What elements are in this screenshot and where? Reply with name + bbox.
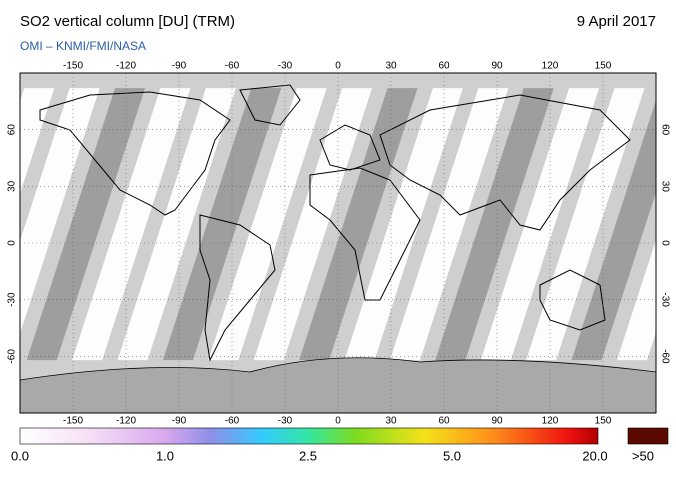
swath: [526, 88, 645, 361]
lon-label-bottom: 0: [335, 416, 341, 427]
swath: [162, 88, 282, 361]
lat-label-left: 60: [7, 124, 18, 136]
swath: [480, 88, 600, 361]
colorbar: [19, 427, 599, 445]
lon-label-bottom: -60: [225, 416, 240, 427]
lon-label-top: 90: [491, 61, 503, 72]
lon-label-bottom: 90: [491, 416, 503, 427]
swath: [389, 88, 509, 361]
lon-label-bottom: 30: [385, 416, 397, 427]
lon-label-top: -60: [225, 61, 240, 72]
tick-labels: -150 -150 -120 -120 -90 -90 -60 -60 -30 -30 0 0 30 30…: [7, 61, 671, 427]
lat-label-right: 60: [659, 124, 670, 136]
credit: OMI – KNMI/FMI/NASA: [20, 39, 146, 53]
lon-label-bottom: -150: [63, 416, 83, 427]
lon-label-top: -150: [63, 61, 83, 72]
swath: [72, 88, 191, 361]
swath: [20, 88, 55, 194]
colorbar-label: 2.5: [299, 448, 317, 463]
colorbar-overflow: [627, 427, 669, 445]
lat-label-left: -30: [7, 292, 18, 307]
colorbar-label: 0.0: [11, 448, 29, 463]
colorbar-label: 5.0: [443, 448, 461, 463]
swath: [616, 239, 656, 361]
lon-label-bottom: 120: [542, 416, 559, 427]
lon-label-bottom: -120: [116, 416, 136, 427]
lon-label-bottom: -90: [172, 416, 187, 427]
lon-label-top: 0: [335, 61, 341, 72]
map-frame: [19, 72, 657, 414]
colorbar-label: 1.0: [156, 448, 174, 463]
lon-label-top: 60: [438, 61, 450, 72]
colorbar-label: 20.0: [582, 448, 607, 463]
swath: [253, 88, 373, 361]
swath: [117, 88, 236, 361]
swath: [435, 88, 554, 361]
lon-label-top: -120: [116, 61, 136, 72]
graticule: [20, 73, 656, 413]
lat-label-left: 30: [7, 180, 18, 192]
lat-label-right: -30: [659, 292, 670, 307]
lat-label-right: 30: [659, 181, 670, 193]
swath: [571, 100, 656, 361]
lat-label-right: 0: [659, 240, 670, 246]
swath: [344, 88, 463, 361]
lon-label-top: 30: [385, 61, 397, 72]
date: 9 April 2017: [577, 13, 656, 30]
lon-label-top: 120: [542, 61, 559, 72]
swath: [26, 88, 146, 361]
colorbar-label: >50: [632, 448, 654, 463]
lon-label-top: -90: [172, 61, 187, 72]
swath: [208, 88, 327, 361]
lon-label-top: -30: [278, 61, 293, 72]
coastlines: [39, 84, 631, 362]
lat-label-right: -60: [659, 349, 670, 364]
swath: [299, 88, 418, 361]
swaths: [20, 88, 656, 361]
lat-label-left: -60: [7, 349, 18, 364]
lon-label-bottom: -30: [278, 416, 293, 427]
lon-label-bottom: 150: [595, 416, 612, 427]
lon-label-top: 150: [595, 61, 612, 72]
title: SO2 vertical column [DU] (TRM): [20, 13, 235, 30]
lat-label-left: 0: [7, 240, 18, 246]
lon-label-bottom: 60: [438, 416, 450, 427]
map: [20, 73, 656, 413]
swath: [20, 88, 100, 334]
